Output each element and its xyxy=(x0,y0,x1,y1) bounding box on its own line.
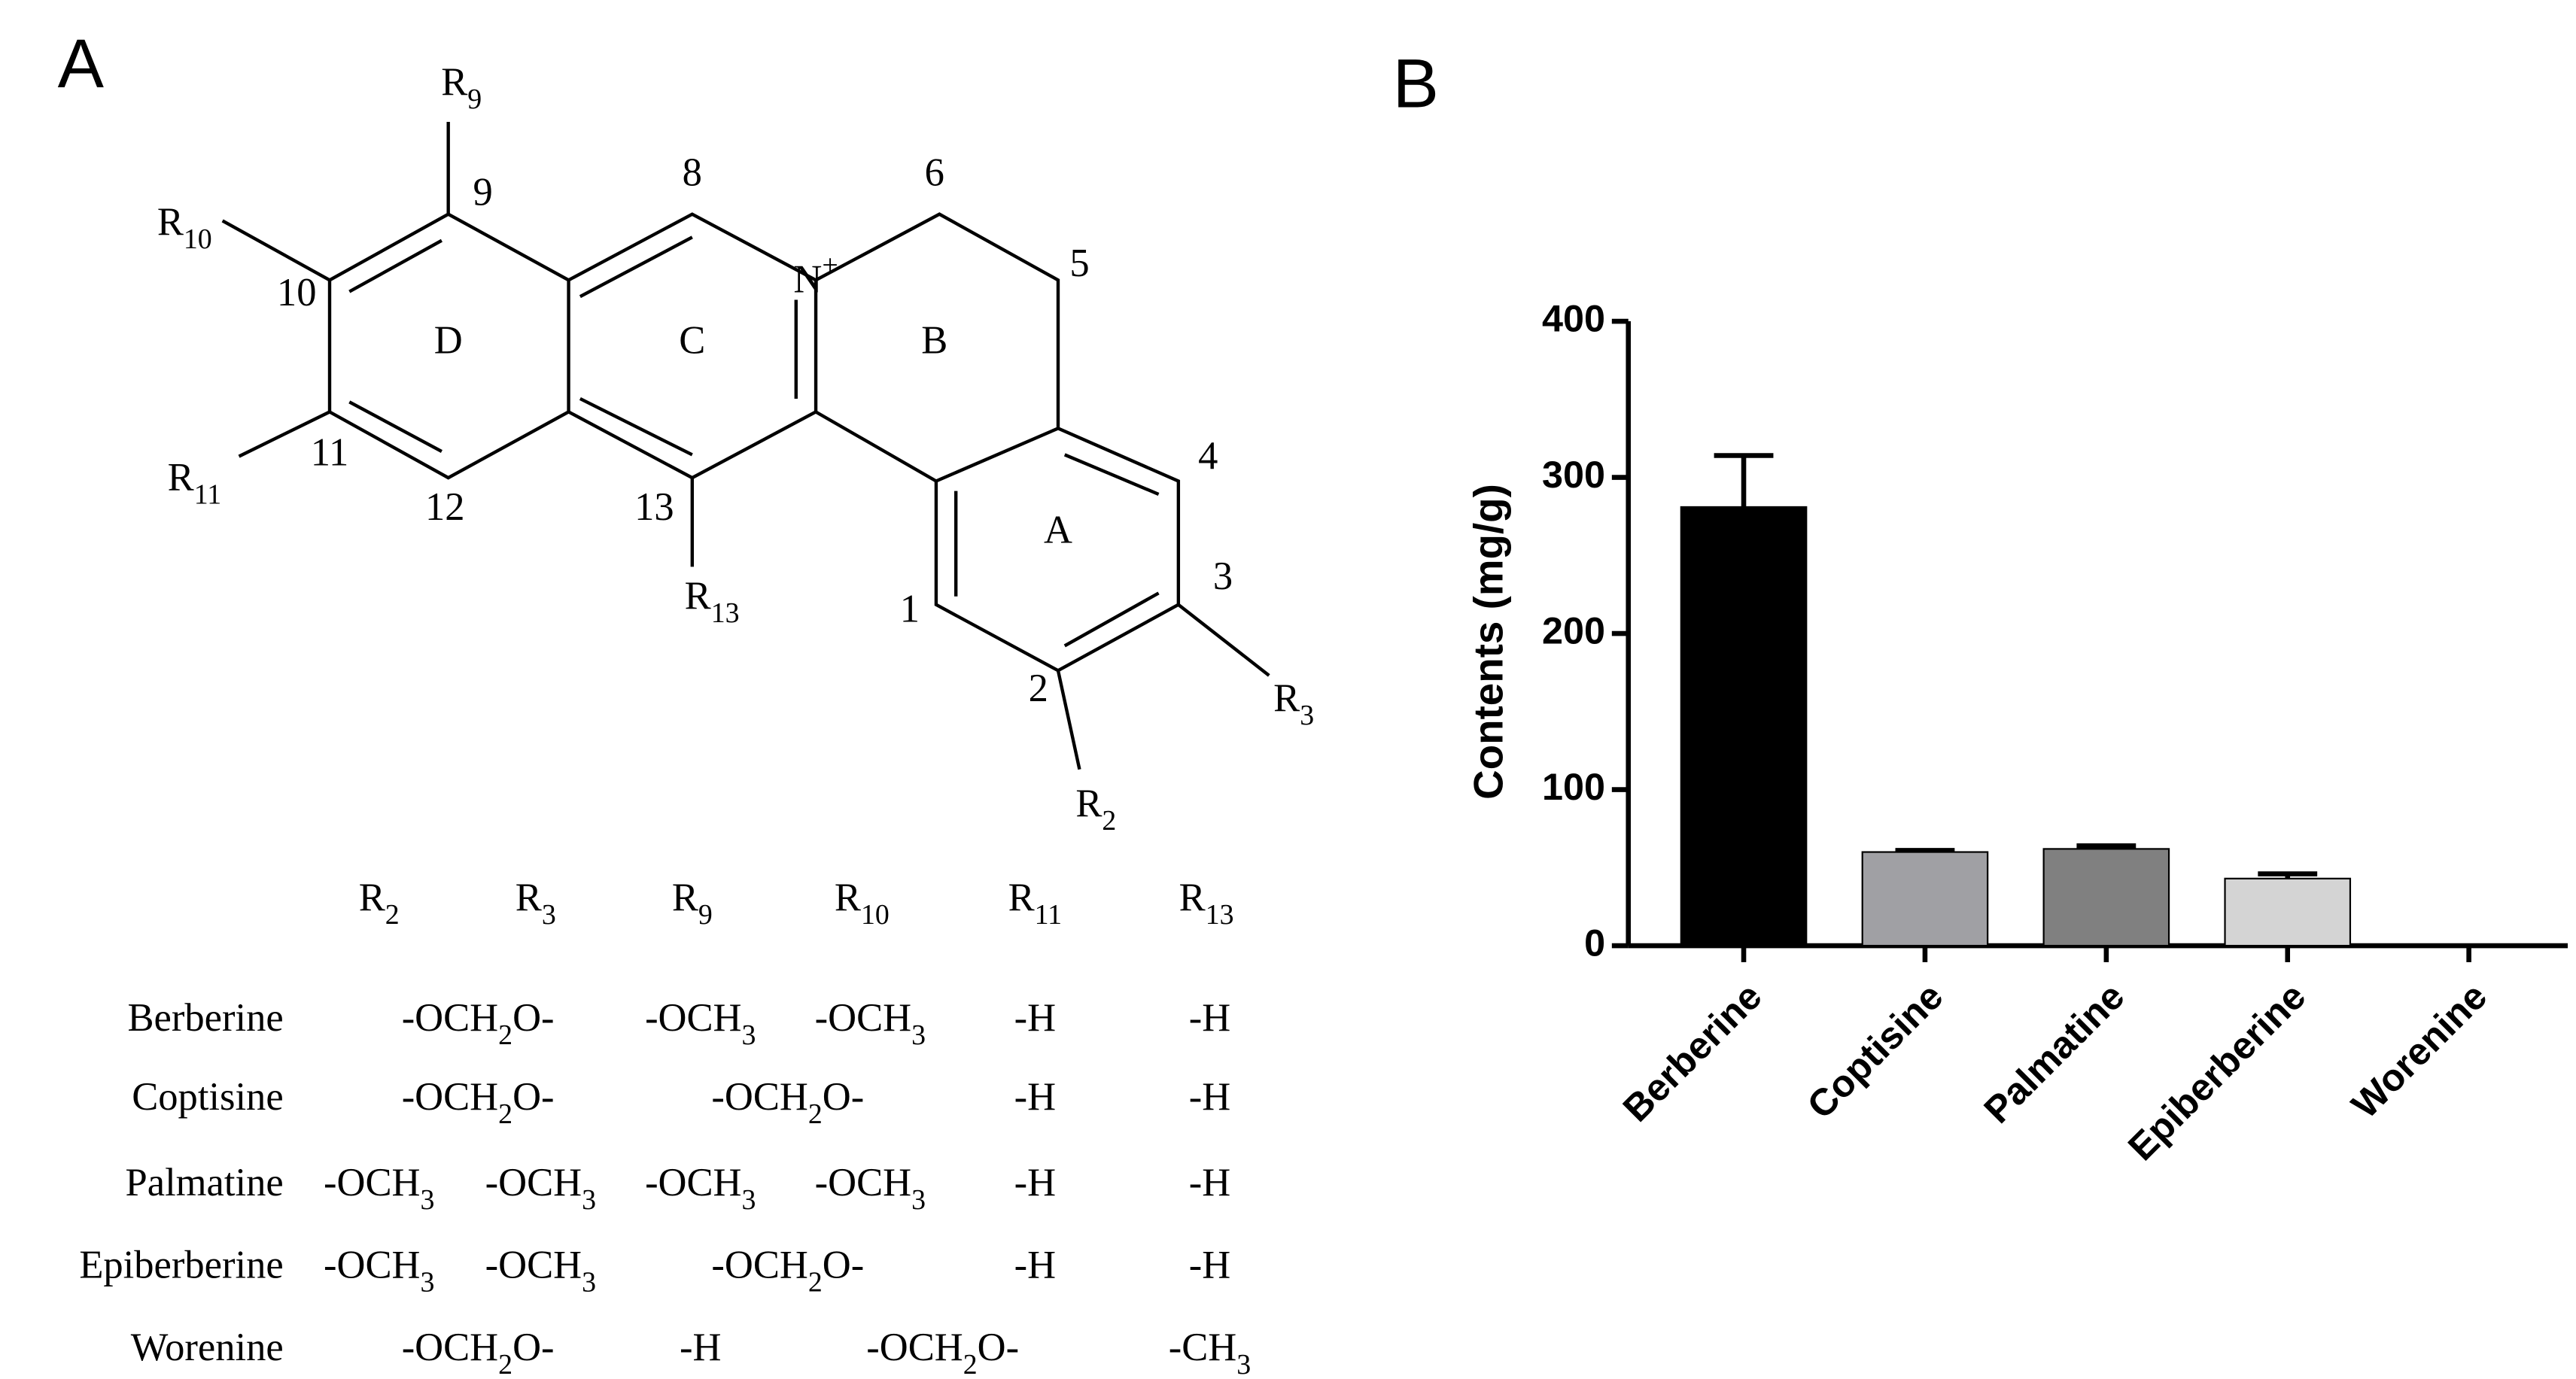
bar xyxy=(1861,851,1989,947)
table-cell: -OCH3 xyxy=(324,1243,434,1298)
y-tick-label: 0 xyxy=(1584,921,1605,964)
table-cell: -CH3 xyxy=(1169,1326,1251,1379)
position-number: 3 xyxy=(1213,554,1233,598)
row-name: Coptisine xyxy=(132,1075,283,1119)
table-header: R9 xyxy=(672,876,713,931)
ring-label: B xyxy=(921,319,947,363)
y-tick-label: 300 xyxy=(1542,453,1605,496)
position-number: 1 xyxy=(900,588,920,631)
atom-label: R10 xyxy=(157,200,212,255)
row-name: Palmatine xyxy=(126,1161,284,1204)
table-cell: -OCH3 xyxy=(485,1243,596,1298)
table-cell: -OCH3 xyxy=(324,1161,434,1216)
table-cell: -H xyxy=(1189,1161,1230,1204)
table-cell: -H xyxy=(1189,1075,1230,1119)
structure-bonds xyxy=(221,122,1270,770)
x-tick-label: Epiberberine xyxy=(2119,974,2313,1168)
table-cell: -OCH2O- xyxy=(866,1326,1019,1379)
table-header: R3 xyxy=(516,876,556,931)
position-number: 8 xyxy=(683,150,702,194)
ring-label: D xyxy=(434,319,463,363)
table-cell: -OCH2O- xyxy=(402,1075,555,1130)
ring-label: C xyxy=(679,319,705,363)
x-tick-label: Coptisine xyxy=(1799,974,1951,1127)
row-name: Epiberberine xyxy=(79,1243,283,1286)
x-tick-label: Berberine xyxy=(1614,974,1770,1130)
x-tick-label: Palmatine xyxy=(1975,974,2133,1131)
position-number: 13 xyxy=(634,485,674,529)
table-cell: -H xyxy=(1014,1243,1056,1286)
table-cell: -H xyxy=(1014,1075,1056,1119)
atom-label: R2 xyxy=(1075,782,1116,837)
y-tick-label: 400 xyxy=(1542,296,1605,339)
bar xyxy=(2042,848,2170,947)
table-cell: -H xyxy=(1014,1161,1056,1204)
panel-label: A xyxy=(58,26,105,102)
table-cell: -OCH3 xyxy=(815,1161,926,1216)
table-cell: -H xyxy=(680,1326,721,1369)
row-name: Worenine xyxy=(131,1326,284,1369)
bar xyxy=(2224,877,2352,947)
position-number: 9 xyxy=(473,171,493,214)
table-cell: -H xyxy=(1189,996,1230,1040)
atom-label: R11 xyxy=(168,456,221,511)
y-tick-label: 200 xyxy=(1542,609,1605,652)
position-number: 12 xyxy=(425,485,465,529)
table-cell: -OCH2O- xyxy=(711,1075,864,1130)
atom-label: N+ xyxy=(793,249,838,301)
y-tick-label: 100 xyxy=(1542,765,1605,808)
atom-label: R13 xyxy=(685,574,740,629)
y-axis-label: Contents (mg/g) xyxy=(1464,484,1511,800)
table-cell: -OCH2O- xyxy=(402,996,555,1051)
table-header: R11 xyxy=(1008,876,1063,931)
table-header: R2 xyxy=(359,876,400,931)
position-number: 11 xyxy=(311,431,349,475)
bar xyxy=(1680,506,1808,947)
table-header: R10 xyxy=(835,876,890,931)
atom-label: R9 xyxy=(441,60,482,115)
table-cell: -OCH3 xyxy=(815,996,926,1051)
position-number: 6 xyxy=(925,150,944,194)
atom-label: R3 xyxy=(1273,676,1314,731)
table-cell: -H xyxy=(1189,1243,1230,1286)
row-name: Berberine xyxy=(128,996,284,1040)
table-cell: -OCH3 xyxy=(645,1161,756,1216)
position-number: 4 xyxy=(1198,434,1218,478)
table-cell: -OCH2O- xyxy=(711,1243,864,1298)
panel-label: B xyxy=(1393,46,1439,123)
table-cell: -H xyxy=(1014,996,1056,1040)
table-header: R13 xyxy=(1179,876,1234,931)
table-cell: -OCH3 xyxy=(645,996,756,1051)
position-number: 10 xyxy=(277,271,317,314)
table-cell: -OCH3 xyxy=(485,1161,596,1216)
table-cell: -OCH2O- xyxy=(402,1326,555,1379)
ring-label: A xyxy=(1044,509,1072,552)
x-tick-label: Worenine xyxy=(2343,974,2495,1126)
position-number: 5 xyxy=(1069,241,1089,285)
position-number: 2 xyxy=(1029,667,1048,710)
